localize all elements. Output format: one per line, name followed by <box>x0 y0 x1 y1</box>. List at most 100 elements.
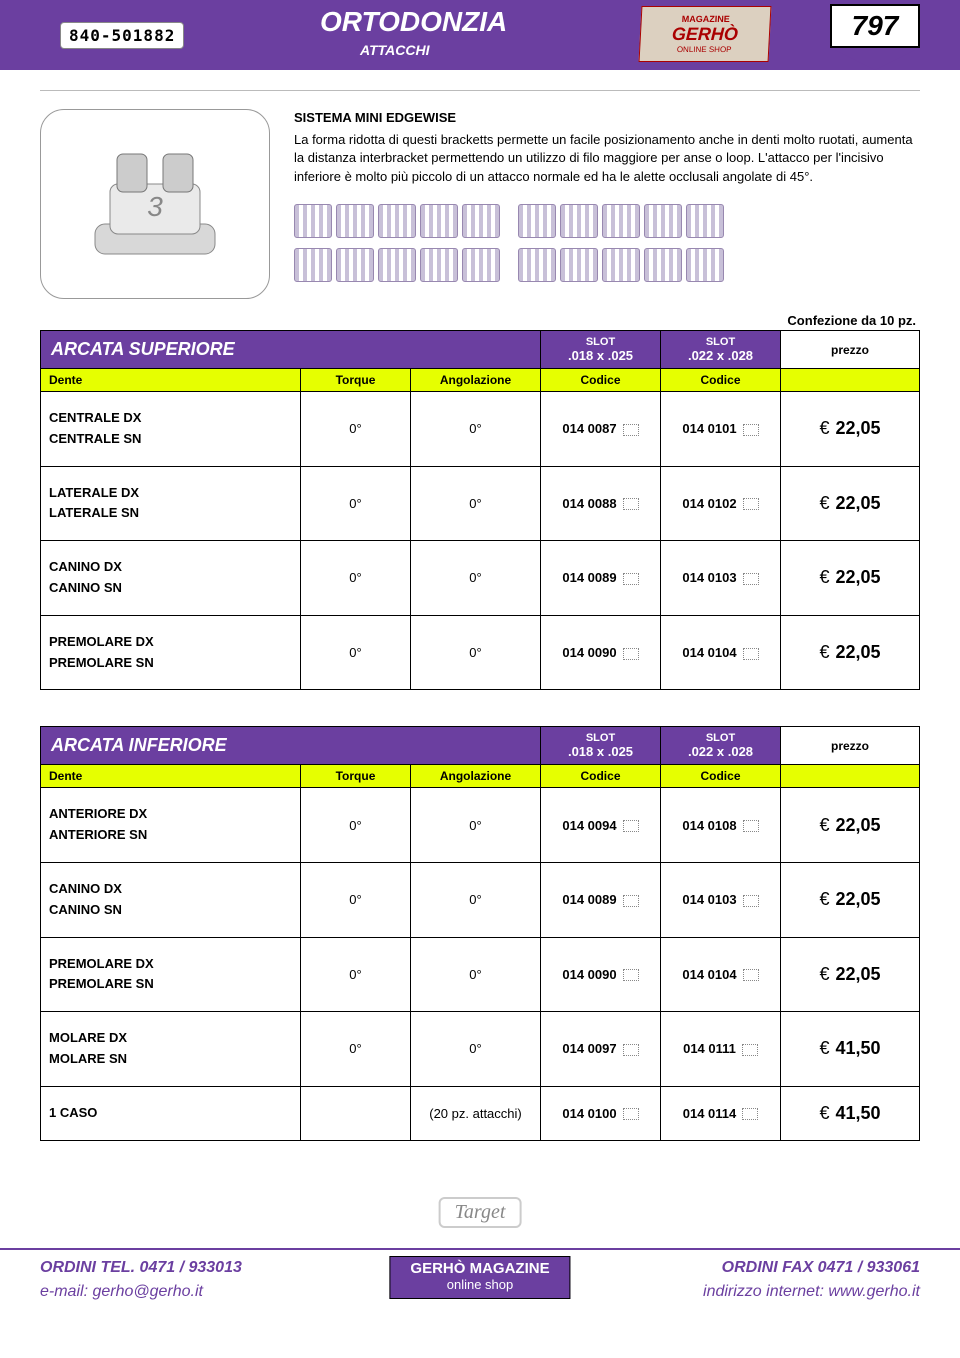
cell-dente: 1 CASO <box>41 1086 301 1140</box>
col-ang: Angolazione <box>411 369 541 392</box>
magazine-logo: MAGAZINE GERHÒ ONLINE SHOP <box>639 6 772 62</box>
magazine-logo-l1: MAGAZINE <box>682 14 731 24</box>
footer-email: e-mail: gerho@gerho.it <box>40 1280 242 1304</box>
cart-icon[interactable] <box>743 820 759 832</box>
cart-icon[interactable] <box>743 648 759 660</box>
table-title: ARCATA INFERIORE <box>41 727 541 765</box>
cell-dente: PREMOLARE DXPREMOLARE SN <box>41 615 301 690</box>
product-title: SISTEMA MINI EDGEWISE <box>294 109 920 127</box>
cell-price: 22,05 <box>781 862 920 937</box>
cell-torque: 0° <box>301 466 411 541</box>
cell-ang: 0° <box>411 466 541 541</box>
col-torque: Torque <box>301 369 411 392</box>
cell-dente: LATERALE DXLATERALE SN <box>41 466 301 541</box>
col-codice-2: Codice <box>661 369 781 392</box>
cell-dente: ANTERIORE DXANTERIORE SN <box>41 788 301 863</box>
cell-ang: 0° <box>411 788 541 863</box>
table-row: ANTERIORE DXANTERIORE SN 0° 0° 014 0094 … <box>41 788 920 863</box>
footer-center-l1: GERHÒ MAGAZINE <box>410 1260 549 1277</box>
cell-code-1: 014 0089 <box>541 541 661 616</box>
col-torque: Torque <box>301 765 411 788</box>
cell-code-2: 014 0102 <box>661 466 781 541</box>
slot-header-2: SLOT.022 x .028 <box>661 727 781 765</box>
cart-icon[interactable] <box>623 424 639 436</box>
cell-torque: 0° <box>301 788 411 863</box>
col-codice-2: Codice <box>661 765 781 788</box>
cell-price: 41,50 <box>781 1086 920 1140</box>
pack-note: Confezione da 10 pz. <box>40 313 916 328</box>
cell-price: 22,05 <box>781 392 920 467</box>
cell-torque <box>301 1086 411 1140</box>
cell-ang: 0° <box>411 541 541 616</box>
bracket-illustration: 3 <box>75 134 235 274</box>
cart-icon[interactable] <box>742 1044 758 1056</box>
cart-icon[interactable] <box>742 1108 758 1120</box>
slot-header-2: SLOT.022 x .028 <box>661 331 781 369</box>
triangle-icon <box>831 48 919 70</box>
cell-torque: 0° <box>301 541 411 616</box>
cell-code-1: 014 0097 <box>541 1012 661 1087</box>
divider <box>40 90 920 91</box>
price-header: prezzo <box>781 331 920 369</box>
cell-ang: 0° <box>411 937 541 1012</box>
cart-icon[interactable] <box>623 573 639 585</box>
cell-code-2: 014 0104 <box>661 937 781 1012</box>
cart-icon[interactable] <box>623 969 639 981</box>
cell-code-1: 014 0094 <box>541 788 661 863</box>
cell-code-2: 014 0108 <box>661 788 781 863</box>
table-title: ARCATA SUPERIORE <box>41 331 541 369</box>
table-row: MOLARE DXMOLARE SN 0° 0° 014 0097 014 01… <box>41 1012 920 1087</box>
table-row: CANINO DXCANINO SN 0° 0° 014 0089 014 01… <box>41 862 920 937</box>
footer-brand-logo: Target <box>439 1197 522 1228</box>
cell-code-2: 014 0103 <box>661 541 781 616</box>
table-row: 1 CASO (20 pz. attacchi) 014 0100 014 01… <box>41 1086 920 1140</box>
cart-icon[interactable] <box>743 969 759 981</box>
cell-torque: 0° <box>301 862 411 937</box>
cell-ang: (20 pz. attacchi) <box>411 1086 541 1140</box>
cell-price: 22,05 <box>781 937 920 1012</box>
cart-icon[interactable] <box>623 820 639 832</box>
cell-price: 41,50 <box>781 1012 920 1087</box>
page-number: 797 <box>830 4 920 48</box>
product-description: SISTEMA MINI EDGEWISE La forma ridotta d… <box>294 109 920 299</box>
footer-center-badge: GERHÒ MAGAZINE online shop <box>389 1256 570 1299</box>
page-header: 840-501882 ORTODONZIA ATTACCHI MAGAZINE … <box>0 0 960 70</box>
cell-ang: 0° <box>411 615 541 690</box>
cell-code-2: 014 0103 <box>661 862 781 937</box>
cart-icon[interactable] <box>623 1108 639 1120</box>
cell-torque: 0° <box>301 392 411 467</box>
slot-header-1: SLOT.018 x .025 <box>541 727 661 765</box>
cell-price: 22,05 <box>781 615 920 690</box>
col-codice-1: Codice <box>541 765 661 788</box>
svg-text:3: 3 <box>147 191 163 222</box>
footer-center-l2: online shop <box>410 1277 549 1292</box>
product-body: La forma ridotta di questi bracketts per… <box>294 131 920 186</box>
cell-dente: CENTRALE DXCENTRALE SN <box>41 392 301 467</box>
page-subtitle: ATTACCHI <box>360 42 429 58</box>
footer-web: indirizzo internet: www.gerho.it <box>703 1280 920 1304</box>
cart-icon[interactable] <box>743 498 759 510</box>
cart-icon[interactable] <box>743 895 759 907</box>
col-dente: Dente <box>41 369 301 392</box>
page-number-wrap: 797 <box>830 4 920 70</box>
cart-icon[interactable] <box>623 895 639 907</box>
cart-icon[interactable] <box>623 1044 639 1056</box>
table-arcata-superiore: ARCATA SUPERIORE SLOT.018 x .025 SLOT.02… <box>40 330 920 690</box>
col-ang: Angolazione <box>411 765 541 788</box>
cell-dente: CANINO DXCANINO SN <box>41 862 301 937</box>
cell-ang: 0° <box>411 862 541 937</box>
cell-code-2: 014 0111 <box>661 1012 781 1087</box>
table-arcata-inferiore: ARCATA INFERIORE SLOT.018 x .025 SLOT.02… <box>40 726 920 1140</box>
page-footer: ORDINI TEL. 0471 / 933013 e-mail: gerho@… <box>0 1248 960 1314</box>
cell-torque: 0° <box>301 1012 411 1087</box>
cell-torque: 0° <box>301 937 411 1012</box>
cart-icon[interactable] <box>743 424 759 436</box>
cart-icon[interactable] <box>623 498 639 510</box>
catalog-number-box: 840-501882 <box>60 22 184 49</box>
cell-code-1: 014 0090 <box>541 937 661 1012</box>
cart-icon[interactable] <box>743 573 759 585</box>
magazine-logo-l3: ONLINE SHOP <box>677 45 732 54</box>
cell-code-2: 014 0104 <box>661 615 781 690</box>
product-image: 3 <box>40 109 270 299</box>
cart-icon[interactable] <box>623 648 639 660</box>
